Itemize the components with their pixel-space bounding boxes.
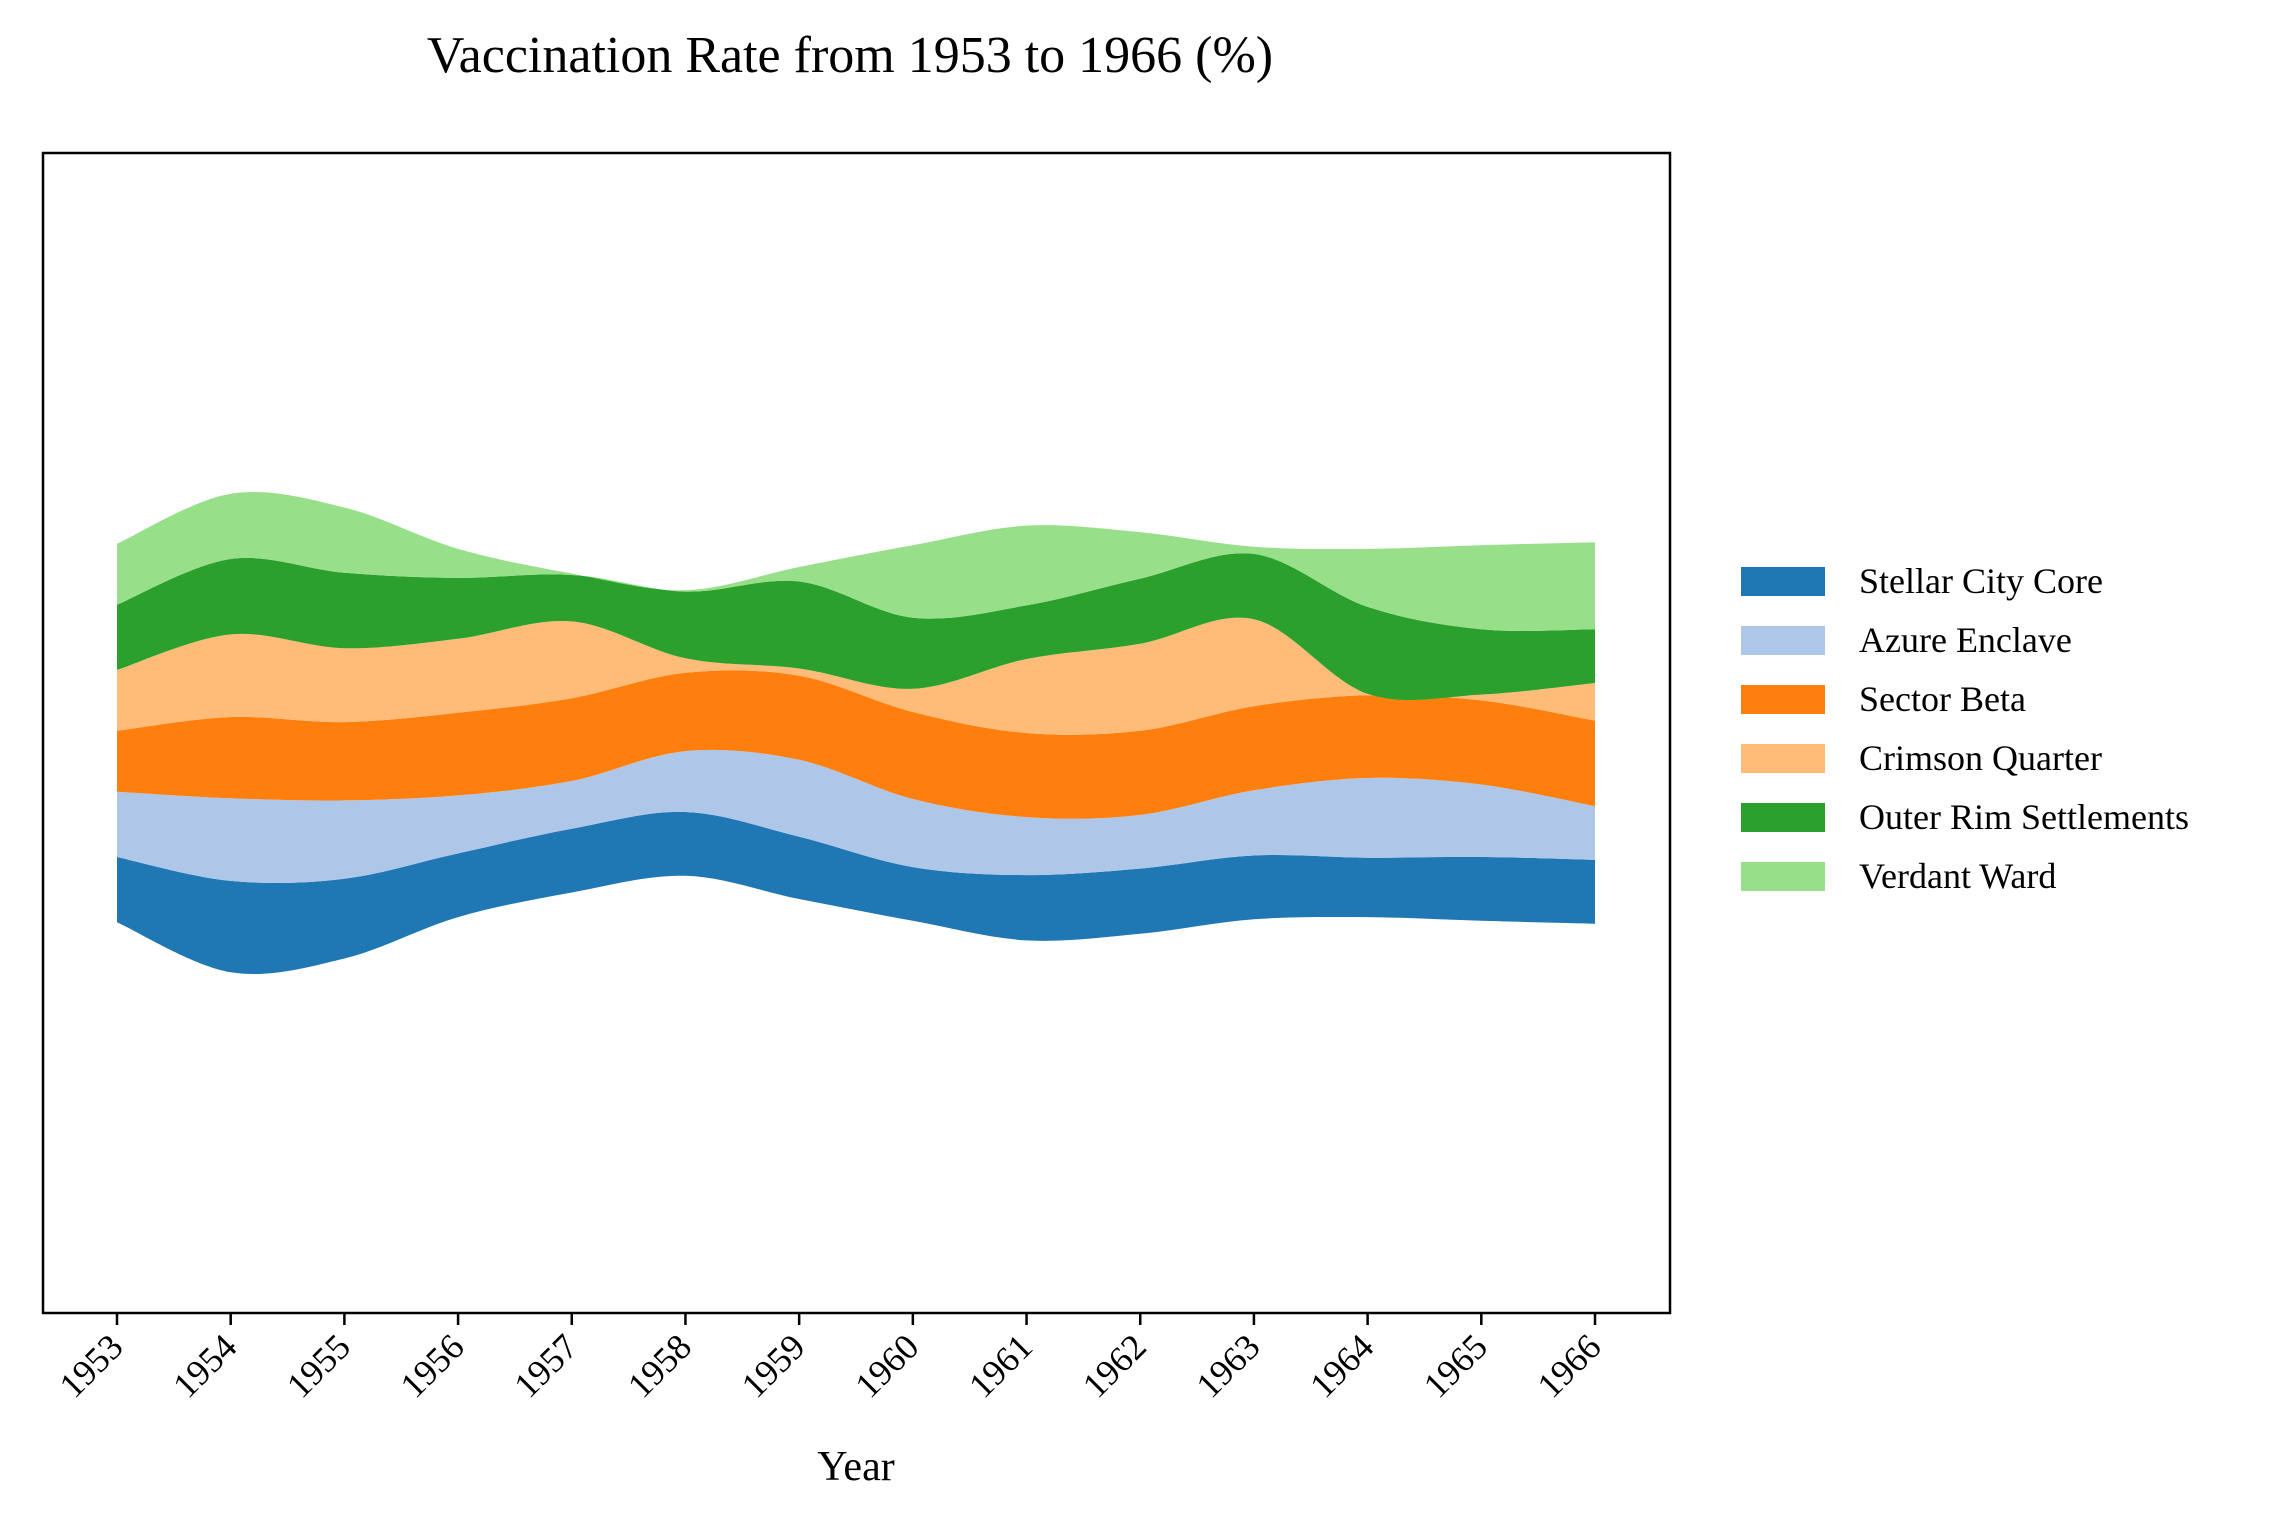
x-tick-label: 1965 bbox=[1416, 1326, 1495, 1405]
x-tick-label: 1960 bbox=[847, 1326, 926, 1405]
chart-title: Vaccination Rate from 1953 to 1966 (%) bbox=[427, 27, 1273, 84]
legend: Stellar City Core Azure Enclave Sector Bet… bbox=[1741, 561, 2189, 896]
x-tick-label: 1955 bbox=[279, 1326, 358, 1405]
stream-layer-outer-rim-settlements bbox=[117, 553, 1595, 701]
x-tick-label: 1958 bbox=[620, 1326, 699, 1405]
legend-swatch bbox=[1741, 626, 1825, 655]
x-axis-label: Year bbox=[817, 1444, 894, 1490]
x-tick-label: 1961 bbox=[961, 1326, 1040, 1405]
stream-layer-stellar-city-core bbox=[117, 811, 1595, 975]
stream-layer-azure-enclave bbox=[117, 749, 1595, 884]
legend-swatch bbox=[1741, 744, 1825, 773]
x-tick-label: 1963 bbox=[1188, 1326, 1267, 1405]
legend-label: Verdant Ward bbox=[1859, 856, 2056, 896]
x-tick-label: 1966 bbox=[1529, 1326, 1608, 1405]
legend-label: Azure Enclave bbox=[1859, 620, 2072, 660]
x-tick-label: 1957 bbox=[506, 1326, 585, 1405]
x-tick-label: 1956 bbox=[393, 1326, 472, 1405]
stream-layer-verdant-ward bbox=[117, 491, 1595, 631]
legend-swatch bbox=[1741, 685, 1825, 714]
stream-areas bbox=[117, 491, 1595, 975]
x-tick-label: 1964 bbox=[1302, 1326, 1381, 1405]
x-tick-label: 1959 bbox=[734, 1326, 813, 1405]
legend-label: Sector Beta bbox=[1859, 679, 2026, 719]
plot-frame bbox=[41, 151, 1672, 1315]
x-tick-label: 1954 bbox=[165, 1326, 244, 1405]
x-axis: 1953 1954 1955 1956 1957 1958 1959 1960 1961 1962… bbox=[51, 1313, 1609, 1406]
legend-label: Stellar City Core bbox=[1859, 561, 2103, 601]
x-tick-label: 1962 bbox=[1075, 1326, 1154, 1405]
stream-layer-sector-beta bbox=[117, 670, 1595, 819]
legend-label: Outer Rim Settlements bbox=[1859, 797, 2189, 837]
legend-swatch bbox=[1741, 803, 1825, 832]
legend-swatch bbox=[1741, 567, 1825, 596]
legend-label: Crimson Quarter bbox=[1859, 738, 2102, 778]
x-tick-label: 1953 bbox=[51, 1326, 130, 1405]
stream-layer-crimson-quarter bbox=[117, 617, 1595, 735]
legend-swatch bbox=[1741, 862, 1825, 891]
